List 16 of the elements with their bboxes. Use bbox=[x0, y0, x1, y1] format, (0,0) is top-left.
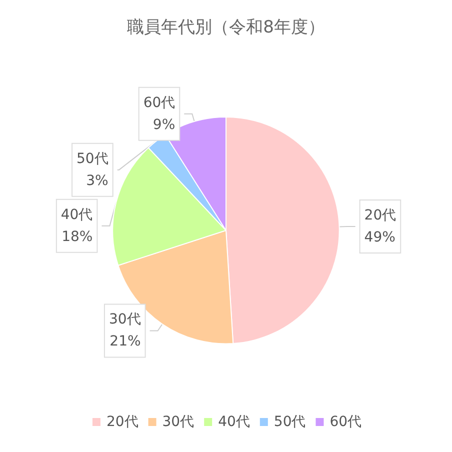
data-label: 3% bbox=[86, 172, 108, 189]
slice-label: 60代 bbox=[143, 94, 176, 111]
legend-label: 20代 bbox=[106, 414, 138, 430]
legend-label: 30代 bbox=[162, 414, 194, 430]
data-label: 9% bbox=[152, 116, 176, 133]
slice-label: 40代 bbox=[60, 206, 93, 223]
slice-label: 20代 bbox=[364, 208, 396, 224]
chart-title: 職員年代別（令和8年度） bbox=[127, 18, 325, 38]
legend-label: 60代 bbox=[330, 414, 362, 430]
legend-label: 50代 bbox=[274, 414, 306, 430]
slice-label: 30代 bbox=[108, 312, 141, 328]
slice-label: 50代 bbox=[76, 150, 108, 167]
data-label: 21% bbox=[110, 334, 141, 350]
data-label: 49% bbox=[364, 230, 396, 246]
legend-label: 40代 bbox=[218, 414, 250, 430]
data-label: 18% bbox=[62, 228, 93, 245]
